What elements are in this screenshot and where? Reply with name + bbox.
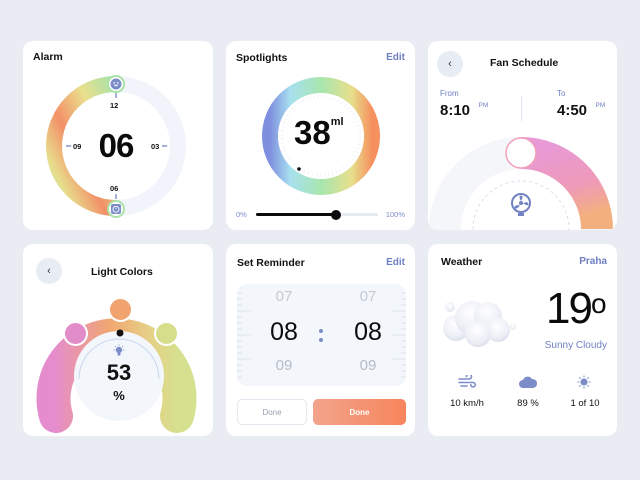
slider-min-label: 0% (236, 210, 247, 219)
ruler-left (237, 292, 251, 378)
time-divider (521, 96, 522, 121)
to-label: To (557, 89, 566, 98)
humidity-value: 89 % (517, 397, 539, 409)
sun-icon (576, 374, 592, 390)
reminder-edit-link[interactable]: Edit (386, 257, 405, 268)
hour-next: 09 (275, 356, 293, 374)
cloud-illustration (443, 301, 516, 347)
chevron-left-icon: ‹ (47, 265, 51, 277)
hour-wheel[interactable]: 07 08 09 (263, 284, 305, 386)
spotlights-slider-thumb[interactable] (331, 209, 341, 220)
hour-current: 08 (270, 317, 298, 346)
fan-back-button[interactable]: ‹ (437, 51, 463, 77)
light-color-dial[interactable] (23, 284, 213, 436)
to-time[interactable]: 4:50 PM (557, 102, 605, 120)
chevron-left-icon: ‹ (448, 58, 452, 70)
minute-wheel[interactable]: 07 08 09 (347, 284, 389, 386)
minute-prev: 07 (359, 287, 377, 305)
color-swatch-pink[interactable] (63, 321, 88, 346)
weather-card: Weather Praha 19o Sunny Cloudy 10 km/h 8… (428, 244, 617, 436)
alarm-clock-icon[interactable] (107, 200, 125, 218)
tick-label-09: 09 (73, 142, 82, 151)
slider-max-label: 100% (385, 210, 405, 219)
temperature-value: 19 (546, 284, 593, 333)
from-label: From (440, 89, 459, 98)
hour-prev: 07 (275, 287, 293, 305)
set-reminder-card: Set Reminder Edit 07 08 09 07 08 09 (226, 244, 415, 436)
fan-schedule-card: ‹ Fan Schedule From 8:10 PM To 4:50 PM (428, 41, 617, 230)
color-swatch-orange[interactable] (108, 297, 133, 322)
fan-icon (510, 193, 532, 217)
weather-city-link[interactable]: Praha (579, 256, 607, 267)
weather-condition: Sunny Cloudy (544, 340, 607, 351)
temperature: 19o (546, 284, 607, 334)
from-time-period: PM (478, 102, 489, 109)
light-brightness-unit: % (113, 387, 125, 403)
light-colors-title: Light Colors (91, 266, 153, 278)
to-time-value: 4:50 (557, 102, 588, 119)
ruler-right (392, 292, 406, 378)
spotlights-slider-fill (256, 213, 337, 216)
cloud-icon (519, 375, 537, 389)
spotlights-number: 38 (294, 114, 331, 151)
spotlights-value: 38ml (294, 114, 364, 154)
fan-schedule-title: Fan Schedule (490, 57, 559, 69)
time-picker: 07 08 09 07 08 09 (237, 284, 406, 386)
reminder-done-button[interactable]: Done (313, 399, 406, 425)
set-reminder-title: Set Reminder (237, 257, 305, 269)
time-separator (319, 329, 324, 345)
light-back-button[interactable]: ‹ (36, 258, 62, 284)
from-time-value: 8:10 (440, 102, 471, 119)
wind-icon (458, 374, 476, 390)
tick-label-03: 03 (151, 142, 160, 151)
to-time-period: PM (595, 102, 606, 109)
minute-current: 08 (354, 317, 382, 346)
wind-speed: 10 km/h (450, 397, 484, 409)
light-colors-card: ‹ Light Colors 53 % (23, 244, 213, 436)
minute-next: 09 (359, 356, 377, 374)
tick-label-06: 06 (110, 184, 119, 193)
tick-label-12: 12 (110, 101, 119, 110)
alarm-title: Alarm (33, 51, 63, 63)
spotlights-edit-link[interactable]: Edit (386, 52, 405, 63)
reminder-cancel-button[interactable]: Done (237, 399, 307, 425)
weather-title: Weather (441, 256, 483, 268)
spotlights-title: Spotlights (236, 52, 288, 64)
light-bulb-icon (111, 343, 127, 359)
fan-schedule-dial[interactable] (428, 131, 617, 230)
uv-index-value: 1 of 10 (570, 397, 600, 409)
smiley-face-icon[interactable] (107, 75, 125, 93)
color-swatch-lime[interactable] (154, 321, 179, 346)
spotlights-card: Spotlights Edit 38ml 0% 100% (226, 41, 415, 230)
degree-symbol: o (590, 288, 607, 319)
light-brightness-value: 53 (106, 360, 132, 385)
spotlights-dial[interactable] (256, 71, 386, 201)
alarm-card: Alarm (23, 41, 213, 230)
spotlights-unit: ml (330, 116, 344, 128)
spotlights-slider-track[interactable] (256, 209, 378, 220)
from-time[interactable]: 8:10 PM (440, 102, 488, 120)
alarm-hour-value: 06 (98, 127, 135, 164)
